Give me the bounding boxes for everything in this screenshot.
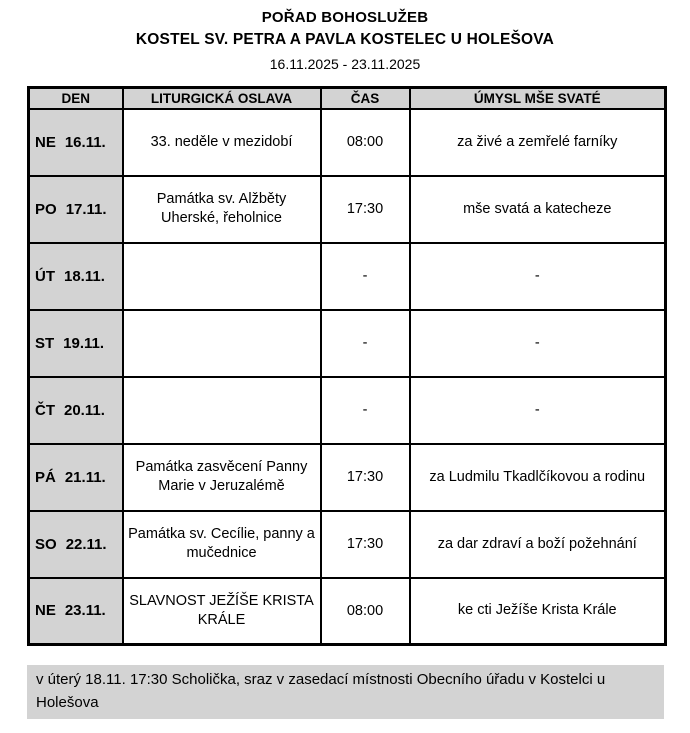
column-header-den: DEN — [27, 86, 124, 110]
celebration-cell: Památka zasvěcení Panny Marie v Jeruzalé… — [121, 442, 322, 512]
table-row: NE 23.11. SLAVNOST JEŽÍŠE KRISTA KRÁLE 08… — [27, 576, 667, 646]
table-row: ST 19.11. - - — [27, 308, 667, 378]
time-cell: - — [319, 375, 411, 445]
intention-cell: - — [408, 375, 667, 445]
day-cell: SO 22.11. — [27, 509, 124, 579]
intention-cell: za dar zdraví a boží požehnání — [408, 509, 667, 579]
time-cell: 17:30 — [319, 509, 411, 579]
table-row: ČT 20.11. - - — [27, 375, 667, 445]
day-abbr: PÁ — [35, 468, 56, 486]
time-cell: - — [319, 308, 411, 378]
day-abbr: PO — [35, 200, 57, 218]
day-abbr: SO — [35, 535, 57, 553]
schedule-table: DEN LITURGICKÁ OSLAVA ČAS ÚMYSL MŠE SVAT… — [27, 86, 667, 646]
day-cell: ČT 20.11. — [27, 375, 124, 445]
celebration-cell: SLAVNOST JEŽÍŠE KRISTA KRÁLE — [121, 576, 322, 646]
intention-cell: - — [408, 308, 667, 378]
day-date: 22.11. — [65, 535, 107, 553]
celebration-cell: 33. neděle v mezidobí — [121, 107, 322, 177]
intention-cell: mše svatá a katecheze — [408, 174, 667, 244]
column-header-liturgicka-oslava: LITURGICKÁ OSLAVA — [121, 86, 322, 110]
intention-cell: ke cti Ježíše Krista Krále — [408, 576, 667, 646]
date-range: 16.11.2025 - 23.11.2025 — [269, 56, 421, 72]
table-header-row: DEN LITURGICKÁ OSLAVA ČAS ÚMYSL MŠE SVAT… — [27, 86, 667, 110]
celebration-cell — [121, 375, 322, 445]
footer-announcement: v úterý 18.11. 17:30 Scholička, sraz v z… — [27, 665, 664, 719]
time-cell: 08:00 — [319, 576, 411, 646]
day-abbr: NE — [35, 133, 56, 151]
day-cell: PÁ 21.11. — [27, 442, 124, 512]
table-row: ÚT 18.11. - - — [27, 241, 667, 311]
day-abbr: NE — [35, 602, 56, 620]
day-abbr: ČT — [35, 401, 55, 419]
time-cell: 17:30 — [319, 442, 411, 512]
celebration-cell: Památka sv. Cecílie, panny a mučednice — [121, 509, 322, 579]
day-date: 19.11. — [63, 334, 105, 352]
day-cell: PO 17.11. — [27, 174, 124, 244]
day-cell: NE 16.11. — [27, 107, 124, 177]
celebration-cell — [121, 241, 322, 311]
column-header-cas: ČAS — [319, 86, 411, 110]
table-row: PO 17.11. Památka sv. Alžběty Uherské, ře… — [27, 174, 667, 244]
table-row: PÁ 21.11. Památka zasvěcení Panny Marie v… — [27, 442, 667, 512]
day-abbr: ST — [35, 334, 55, 352]
day-cell: ST 19.11. — [27, 308, 124, 378]
day-date: 21.11. — [64, 468, 106, 486]
column-header-umysl: ÚMYSL MŠE SVATÉ — [408, 86, 667, 110]
day-date: 18.11. — [64, 267, 105, 285]
document-header: POŘAD BOHOSLUŽEB KOSTEL SV. PETRA A PAVL… — [0, 0, 690, 72]
day-date: 23.11. — [64, 602, 106, 620]
day-cell: ÚT 18.11. — [27, 241, 124, 311]
table-row: NE 16.11. 33. neděle v mezidobí 08:00 za … — [27, 107, 667, 177]
church-name: KOSTEL SV. PETRA A PAVLA KOSTELEC U HOLE… — [135, 31, 555, 48]
time-cell: 17:30 — [319, 174, 411, 244]
day-date: 16.11. — [64, 133, 106, 151]
intention-cell: za Ludmilu Tkadlčíkovou a rodinu — [408, 442, 667, 512]
day-cell: NE 23.11. — [27, 576, 124, 646]
day-date: 20.11. — [64, 401, 105, 419]
page-title: POŘAD BOHOSLUŽEB — [261, 9, 429, 26]
time-cell: - — [319, 241, 411, 311]
intention-cell: za živé a zemřelé farníky — [408, 107, 667, 177]
day-abbr: ÚT — [35, 267, 55, 285]
intention-cell: - — [408, 241, 667, 311]
time-cell: 08:00 — [319, 107, 411, 177]
celebration-cell — [121, 308, 322, 378]
table-row: SO 22.11. Památka sv. Cecílie, panny a mu… — [27, 509, 667, 579]
celebration-cell: Památka sv. Alžběty Uherské, řeholnice — [121, 174, 322, 244]
day-date: 17.11. — [65, 200, 107, 218]
